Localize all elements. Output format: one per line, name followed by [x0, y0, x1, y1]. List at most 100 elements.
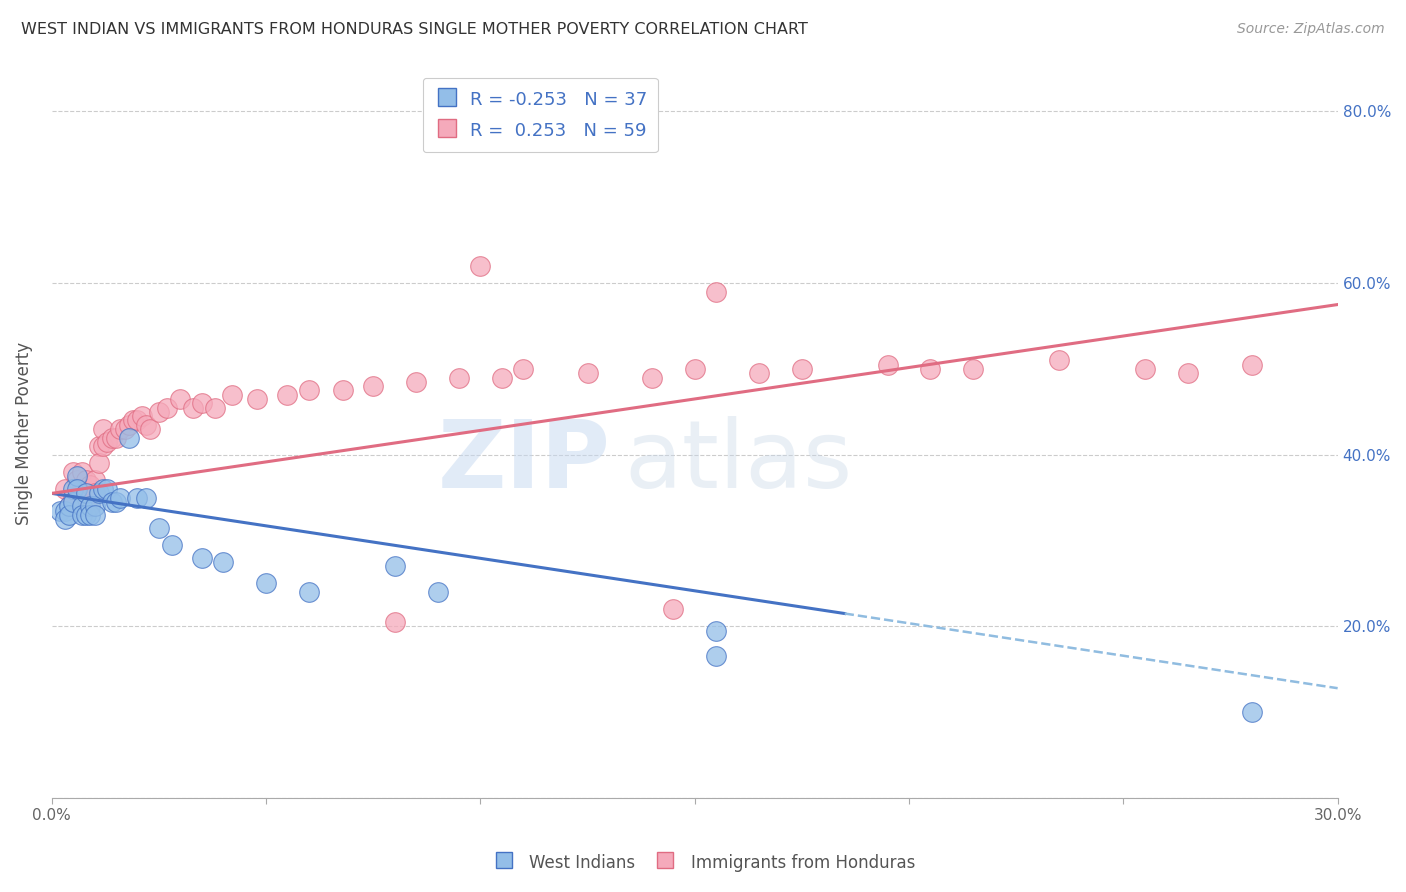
Point — [70, 465, 93, 479]
Point — [96, 434, 118, 449]
Point — [75, 474, 97, 488]
Point — [491, 370, 513, 384]
Point — [246, 392, 269, 406]
Point — [191, 396, 214, 410]
Point — [447, 370, 470, 384]
Point — [87, 439, 110, 453]
Point — [790, 362, 813, 376]
Point — [114, 422, 136, 436]
Point — [748, 366, 770, 380]
Text: Source: ZipAtlas.com: Source: ZipAtlas.com — [1237, 22, 1385, 37]
Point — [156, 401, 179, 415]
Point — [962, 362, 984, 376]
Point — [87, 456, 110, 470]
Point — [79, 500, 101, 514]
Point — [66, 482, 89, 496]
Point — [704, 649, 727, 664]
Text: atlas: atlas — [624, 417, 852, 508]
Point — [100, 495, 122, 509]
Point — [1047, 353, 1070, 368]
Point — [100, 431, 122, 445]
Point — [91, 439, 114, 453]
Point — [118, 417, 141, 432]
Point — [83, 486, 105, 500]
Point — [70, 500, 93, 514]
Point — [405, 375, 427, 389]
Point — [75, 486, 97, 500]
Point — [139, 422, 162, 436]
Point — [298, 384, 321, 398]
Point — [105, 431, 128, 445]
Point — [1177, 366, 1199, 380]
Text: WEST INDIAN VS IMMIGRANTS FROM HONDURAS SINGLE MOTHER POVERTY CORRELATION CHART: WEST INDIAN VS IMMIGRANTS FROM HONDURAS … — [21, 22, 808, 37]
Point — [169, 392, 191, 406]
Point — [70, 482, 93, 496]
Point — [221, 387, 243, 401]
Point — [70, 508, 93, 522]
Point — [62, 495, 84, 509]
Point — [212, 555, 235, 569]
Point — [254, 576, 277, 591]
Point — [127, 491, 149, 505]
Point — [204, 401, 226, 415]
Point — [110, 491, 132, 505]
Y-axis label: Single Mother Poverty: Single Mother Poverty — [15, 342, 32, 524]
Legend: R = -0.253   N = 37, R =  0.253   N = 59: R = -0.253 N = 37, R = 0.253 N = 59 — [423, 78, 658, 153]
Point — [512, 362, 534, 376]
Point — [135, 417, 157, 432]
Point — [66, 469, 89, 483]
Point — [641, 370, 664, 384]
Point — [876, 358, 898, 372]
Point — [91, 482, 114, 496]
Point — [576, 366, 599, 380]
Point — [75, 508, 97, 522]
Point — [160, 538, 183, 552]
Point — [131, 409, 153, 424]
Point — [110, 422, 132, 436]
Point — [426, 585, 449, 599]
Point — [66, 474, 89, 488]
Point — [191, 550, 214, 565]
Point — [79, 477, 101, 491]
Point — [332, 384, 354, 398]
Point — [384, 559, 406, 574]
Point — [83, 508, 105, 522]
Point — [58, 500, 80, 514]
Legend: West Indians, Immigrants from Honduras: West Indians, Immigrants from Honduras — [485, 846, 921, 880]
Point — [58, 508, 80, 522]
Text: ZIP: ZIP — [439, 417, 612, 508]
Point — [83, 500, 105, 514]
Point — [135, 491, 157, 505]
Point — [58, 500, 80, 514]
Point — [53, 512, 76, 526]
Point — [298, 585, 321, 599]
Point — [96, 482, 118, 496]
Point — [118, 431, 141, 445]
Point — [1240, 358, 1263, 372]
Point — [53, 503, 76, 517]
Point — [79, 500, 101, 514]
Point — [683, 362, 706, 376]
Point — [704, 624, 727, 638]
Point — [62, 465, 84, 479]
Point — [105, 495, 128, 509]
Point — [49, 503, 72, 517]
Point — [148, 521, 170, 535]
Point — [79, 508, 101, 522]
Point — [704, 285, 727, 299]
Point — [384, 615, 406, 629]
Point — [361, 379, 384, 393]
Point — [181, 401, 204, 415]
Point — [470, 259, 492, 273]
Point — [83, 474, 105, 488]
Point — [148, 405, 170, 419]
Point — [62, 482, 84, 496]
Point — [920, 362, 942, 376]
Point — [1133, 362, 1156, 376]
Point — [87, 486, 110, 500]
Point — [127, 413, 149, 427]
Point — [91, 422, 114, 436]
Point — [662, 602, 685, 616]
Point — [276, 387, 298, 401]
Point — [1240, 705, 1263, 719]
